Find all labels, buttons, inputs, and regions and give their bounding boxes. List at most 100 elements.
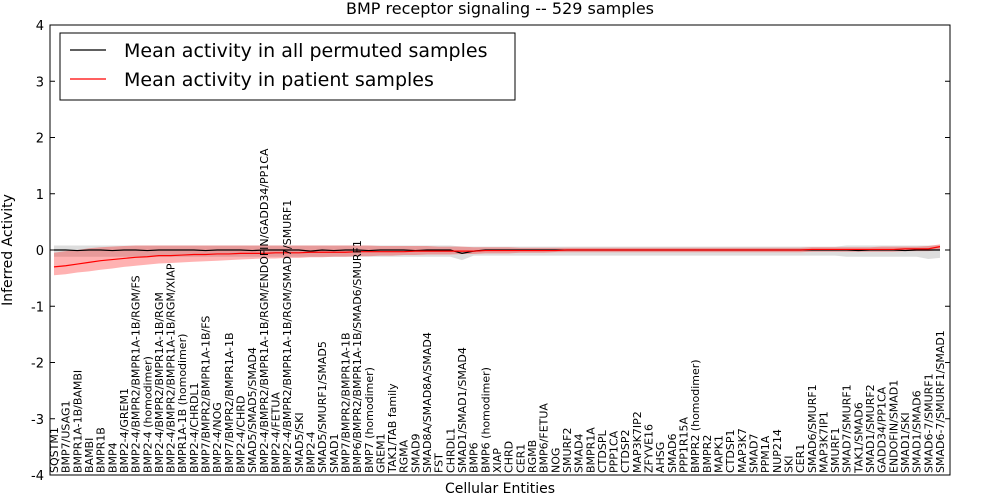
x-category-label: RGMB bbox=[526, 440, 539, 473]
legend: Mean activity in all permuted samples Me… bbox=[59, 32, 516, 101]
x-category-label: GADD34/PP1CA bbox=[876, 386, 889, 473]
x-category-label: SMURF2 bbox=[561, 428, 574, 474]
x-category-label: BMP2-4 (homodimer) bbox=[141, 356, 154, 473]
x-category-label: MAPK1 bbox=[713, 435, 726, 473]
x-category-label: SMAD7/SMURF1 bbox=[841, 384, 854, 473]
x-category-label: BAMBI bbox=[83, 438, 96, 473]
x-category-label: BMP2-4/FETUA bbox=[270, 392, 283, 473]
x-category-label: PPP1R15A bbox=[678, 416, 691, 473]
x-category-label: SKI bbox=[782, 456, 795, 473]
x-category-label: FST bbox=[433, 453, 446, 473]
x-category-label: SMAD6-7/SMURF1 bbox=[922, 373, 935, 473]
x-category-label: SMAD1/SKI bbox=[899, 412, 912, 473]
y-tick-label: 1 bbox=[36, 188, 44, 203]
x-category-label: BMP7/BMPR2/BMPR1A-1B/FS bbox=[200, 316, 213, 473]
x-axis-label: Cellular Entities bbox=[445, 481, 555, 497]
x-category-label: MAP3K7IP1 bbox=[817, 411, 830, 473]
x-category-label: CTDSP2 bbox=[619, 430, 632, 473]
x-category-label: NOG bbox=[549, 448, 562, 473]
x-category-label: BMP2-4/BMPR2/BMPR1A-1B/RGM bbox=[153, 292, 166, 473]
y-tick-label: -2 bbox=[31, 357, 44, 372]
x-category-label: SMAD1/SMAD6 bbox=[911, 390, 924, 473]
bands-layer bbox=[54, 244, 940, 276]
legend-box bbox=[59, 32, 516, 101]
x-category-label: BMP7/BMPR2/BMPR1A-1B bbox=[339, 332, 352, 473]
x-category-label: MAP3K7 bbox=[736, 428, 749, 473]
y-tick-label: 0 bbox=[36, 244, 44, 259]
x-category-label: BMP7/BMPR2/BMPR1A-1B bbox=[223, 332, 236, 473]
x-category-label: SMAD7 bbox=[747, 434, 760, 473]
x-category-label: SMAD5/SMAD5/SMAD4 bbox=[246, 347, 259, 473]
y-axis-label: Inferred Activity bbox=[0, 194, 16, 306]
x-category-label: SMURF1 bbox=[829, 428, 842, 474]
lines-layer bbox=[53, 246, 941, 268]
x-category-label: CER1 bbox=[514, 444, 527, 473]
x-category-label: BMP2-4/BMPR2/BMPR1A-1B/RGM/ENDOFIN/GADD3… bbox=[258, 148, 271, 473]
x-category-label: SMAD5/SMURF1/SMAD5 bbox=[316, 341, 329, 473]
x-category-label: BMP2-4/GREM1 bbox=[118, 388, 131, 473]
x-category-label: SQSTM1 bbox=[48, 427, 61, 473]
x-category-label: BMPR1A bbox=[584, 427, 597, 473]
x-category-label: BMP6 (homodimer) bbox=[479, 367, 492, 473]
x-category-label: BMP6/BMPR2/BMPR1A-1B/SMAD6/SMURF1 bbox=[351, 240, 364, 473]
x-category-label: CER1 bbox=[794, 444, 807, 473]
legend-label-patient: Mean activity in patient samples bbox=[124, 69, 434, 91]
x-category-label: BMP2-4/BMPR2/BMPR1A-1B/RGM/SMAD7/SMURF1 bbox=[281, 200, 294, 473]
x-category-label: CHRDL1 bbox=[444, 428, 457, 473]
y-axis: -4 -3 -2 -1 0 1 2 3 4 bbox=[31, 19, 950, 484]
x-category-label: XIAP bbox=[491, 448, 504, 473]
band-permuted bbox=[54, 245, 940, 261]
x-category-label: SMAD6-7/SMURF1/SMAD1 bbox=[934, 330, 947, 473]
x-category-label: SMAD9 bbox=[409, 434, 422, 473]
x-category-label: BMP2-4/CHRDL1 bbox=[188, 382, 201, 473]
x-category-label: BMP7 (homodimer) bbox=[363, 367, 376, 473]
x-category-label: TAK1/TAB family bbox=[386, 383, 399, 474]
line-patient bbox=[53, 246, 941, 268]
x-category-label: GREM1 bbox=[374, 433, 387, 473]
x-category-label: BMPR1A-1B/BAMBI bbox=[71, 370, 84, 473]
x-category-label: CTDSP1 bbox=[724, 430, 737, 473]
x-axis-tick-labels: SQSTM1BMP7/USAG1BMPR1A-1B/BAMBIBAMBIBMPR… bbox=[48, 148, 947, 474]
x-category-label: AHSG bbox=[654, 442, 667, 473]
x-category-label: BMP2-4/BMPR2/BMPR1A-1B/RGM/FS bbox=[130, 275, 143, 473]
x-category-label: BMP6 bbox=[468, 442, 481, 473]
x-category-label: ZFYVE16 bbox=[643, 424, 656, 473]
x-category-label: PPP1CA bbox=[608, 430, 621, 473]
x-category-label: BMP2-4/CHRD bbox=[235, 396, 248, 473]
x-category-label: SMAD6/SMURF1 bbox=[806, 384, 819, 473]
band-patient bbox=[54, 244, 940, 276]
x-category-label: SMAD8A/SMAD8A/SMAD4 bbox=[421, 332, 434, 473]
chart-title: BMP receptor signaling -- 529 samples bbox=[346, 0, 654, 18]
x-category-label: BMP2-4/BMPR2/BMPR1A-1B/RGM/XIAP bbox=[165, 263, 178, 473]
x-category-label: NUP214 bbox=[771, 429, 784, 473]
x-category-label: BMPR1A-1B (homodimer) bbox=[176, 334, 189, 473]
x-category-label: BMP6/FETUA bbox=[538, 403, 551, 473]
x-category-label: BMPR2 bbox=[701, 435, 714, 473]
x-category-label: TAK1/SMAD6 bbox=[852, 402, 865, 474]
x-category-label: SMAD1/SMURF2 bbox=[864, 384, 877, 473]
x-category-label: BMPR1B bbox=[95, 427, 108, 473]
y-tick-label: -3 bbox=[31, 413, 44, 428]
x-category-label: BMPR2 (homodimer) bbox=[689, 359, 702, 473]
x-category-label: SMAD6 bbox=[666, 434, 679, 473]
y-tick-label: -1 bbox=[31, 300, 44, 315]
y-tick-label: 3 bbox=[36, 75, 44, 90]
x-category-label: CHRD bbox=[503, 441, 516, 473]
x-category-label: RGMA bbox=[398, 439, 411, 473]
y-tick-label: -4 bbox=[31, 469, 44, 484]
x-category-label: BMP7/USAG1 bbox=[60, 401, 73, 473]
x-category-label: BMP2-4 bbox=[304, 431, 317, 473]
x-category-label: SMAD1/SMAD1/SMAD4 bbox=[456, 347, 469, 473]
legend-label-permuted: Mean activity in all permuted samples bbox=[124, 40, 487, 62]
x-category-label: BMP4 bbox=[106, 442, 119, 473]
y-tick-label: 2 bbox=[36, 132, 44, 147]
x-category-label: MAP3K7IP2 bbox=[631, 411, 644, 473]
x-category-label: ENDOFIN/SMAD1 bbox=[887, 380, 900, 473]
x-category-label: CTDSPL bbox=[596, 430, 609, 473]
x-category-label: SMAD5/SKI bbox=[293, 412, 306, 473]
x-category-label: SMAD4 bbox=[573, 434, 586, 473]
x-category-label: PPM1A bbox=[759, 435, 772, 473]
x-category-label: SMAD1 bbox=[328, 434, 341, 473]
y-tick-label: 4 bbox=[36, 19, 44, 34]
